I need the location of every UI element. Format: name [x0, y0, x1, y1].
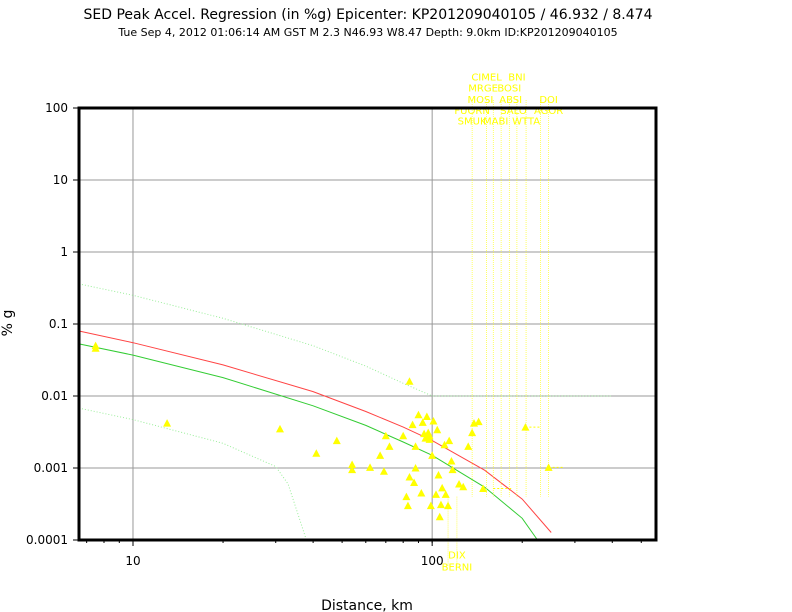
- station-marker: [381, 431, 390, 440]
- station-marker: [91, 344, 100, 352]
- station-marker: [275, 424, 284, 433]
- station-marker: [366, 463, 375, 471]
- station-marker: [405, 377, 414, 385]
- station-label: SALO: [500, 106, 527, 117]
- station-marker: [385, 442, 394, 450]
- station-marker: [479, 484, 488, 492]
- station-marker: [544, 463, 553, 471]
- station-marker: [429, 416, 438, 425]
- y-tick-label: 0.001: [34, 461, 68, 475]
- station-marker: [348, 465, 357, 474]
- regression-curves: [78, 283, 613, 541]
- station-label: BNI: [508, 73, 525, 84]
- station-label: FUORN: [454, 106, 489, 117]
- station-label: MABI: [483, 116, 508, 127]
- station-label: MOSI: [468, 95, 494, 106]
- y-axis-label: % g: [0, 310, 16, 337]
- station-marker: [411, 442, 420, 450]
- y-tick-label: 0.01: [41, 389, 68, 403]
- station-marker: [379, 467, 388, 475]
- station-marker: [428, 451, 437, 459]
- y-tick-label: 0.0001: [26, 533, 68, 547]
- station-markers: [91, 341, 553, 521]
- station-marker: [434, 470, 443, 479]
- station-label: CIMEL: [471, 73, 502, 84]
- station-marker: [441, 490, 450, 498]
- station-label: WTTA: [512, 116, 540, 127]
- station-label: DOI: [539, 95, 558, 106]
- station-marker: [408, 420, 417, 429]
- station-marker: [474, 417, 483, 426]
- station-marker: [468, 428, 477, 437]
- regression-curve: [78, 330, 552, 533]
- station-marker: [163, 419, 172, 427]
- y-tick-label: 1: [60, 245, 68, 259]
- station-marker: [445, 436, 454, 445]
- station-marker: [411, 464, 420, 472]
- chart-subtitle: Tue Sep 4, 2012 01:06:14 AM GST M 2.3 N4…: [117, 26, 617, 39]
- station-marker: [422, 412, 431, 420]
- station-marker: [348, 460, 357, 468]
- station-marker: [332, 436, 341, 445]
- x-axis-label: Distance, km: [321, 598, 413, 612]
- station-marker: [521, 423, 530, 431]
- grid-lines: [79, 107, 656, 541]
- station-label: BOSI: [497, 83, 521, 94]
- station-marker: [440, 440, 449, 449]
- station-label: ABSI: [499, 95, 522, 106]
- station-marker: [405, 472, 414, 481]
- station-marker: [410, 478, 419, 486]
- station-label: MRGE: [468, 83, 498, 94]
- station-marker: [403, 501, 412, 510]
- chart-title: SED Peak Accel. Regression (in %g) Epice…: [84, 7, 653, 23]
- station-marker: [444, 501, 453, 510]
- station-marker: [448, 465, 457, 474]
- station-marker: [464, 442, 473, 450]
- station-label: DIX: [448, 551, 466, 562]
- lower_bound-curve: [78, 407, 307, 541]
- station-marker: [418, 418, 427, 426]
- y-tick-label: 100: [45, 101, 68, 115]
- station-marker: [436, 500, 445, 509]
- station-marker: [402, 492, 411, 501]
- observed_fit-curve: [78, 343, 538, 541]
- station-label: SMUK: [458, 116, 487, 127]
- axis-ticks: 100 10 1 0.1 0.01 0.001 0.0001 10 100: [26, 101, 642, 568]
- y-tick-label: 0.1: [49, 317, 68, 331]
- upper_bound-curve: [78, 283, 613, 397]
- station-marker: [435, 512, 444, 521]
- station-marker: [376, 451, 385, 459]
- station-marker: [447, 457, 456, 465]
- station-marker: [455, 479, 464, 488]
- station-marker: [432, 490, 441, 498]
- station-marker: [425, 435, 434, 443]
- station-marker: [433, 425, 442, 434]
- station-label: BERNI: [442, 562, 473, 573]
- station-label: AGOR: [534, 106, 563, 117]
- station-marker: [414, 410, 423, 419]
- station-marker: [459, 482, 468, 491]
- station-marker: [417, 488, 426, 497]
- y-tick-label: 10: [53, 173, 68, 187]
- station-marker: [426, 501, 435, 510]
- station-marker: [438, 483, 447, 492]
- station-marker: [312, 449, 321, 457]
- station-marker: [399, 431, 408, 440]
- x-tick-label: 10: [125, 554, 140, 568]
- station-leader-lines: [447, 100, 564, 566]
- x-tick-label: 100: [421, 554, 444, 568]
